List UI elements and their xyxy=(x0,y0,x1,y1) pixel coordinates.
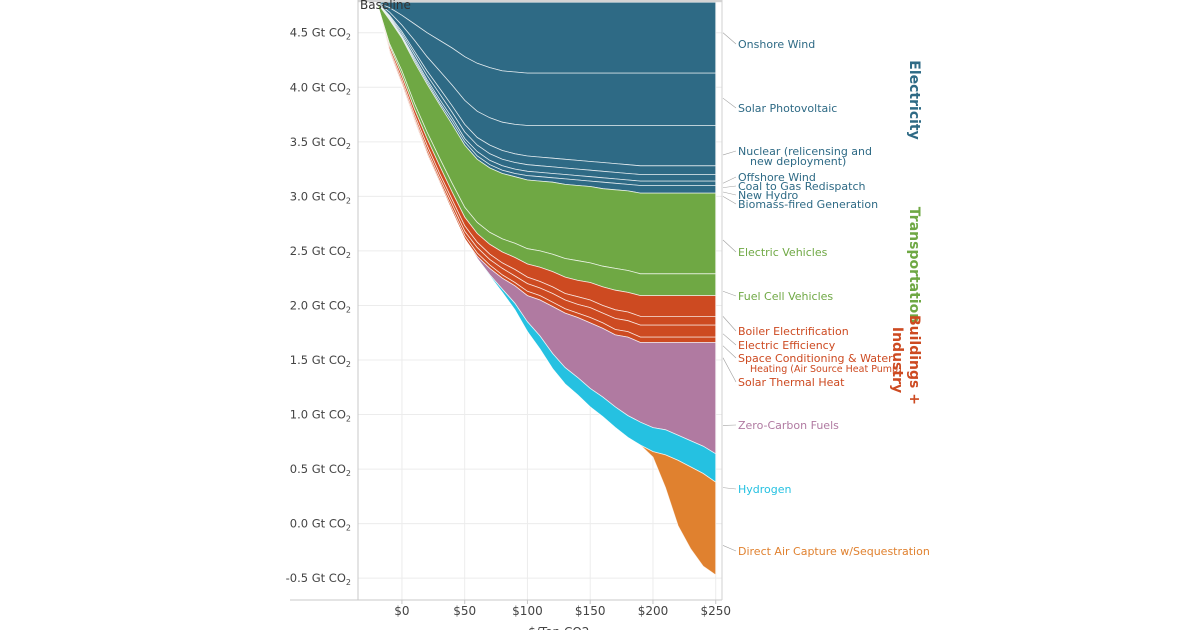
x-axis-title: $/Ton CO2 xyxy=(528,625,589,630)
series-label: Solar Photovoltaic xyxy=(738,102,837,115)
group-label: Industry xyxy=(889,327,905,393)
series-label: Nuclear (relicensing and xyxy=(738,145,872,158)
label-leader-line xyxy=(722,357,737,383)
label-leader-line xyxy=(722,239,737,253)
label-leader-line xyxy=(722,196,737,205)
series-label: Heating (Air Source Heat Pump) xyxy=(750,364,902,375)
y-tick-label: 3.0 Gt CO2 xyxy=(290,189,351,205)
series-label: Zero-Carbon Fuels xyxy=(738,419,839,432)
series-label: Boiler Electrification xyxy=(738,325,849,338)
y-tick-label: 2.5 Gt CO2 xyxy=(290,244,351,260)
group-label: Transportation xyxy=(906,207,922,323)
group-label: Buildings + xyxy=(906,315,922,405)
label-leader-line xyxy=(722,97,737,109)
y-tick-label: 1.0 Gt CO2 xyxy=(290,408,351,424)
label-leader-line xyxy=(722,191,737,196)
area-direct-air-capture-w-sequestration xyxy=(376,2,717,576)
y-tick-label: 4.5 Gt CO2 xyxy=(290,26,351,42)
label-leader-line xyxy=(722,333,737,346)
label-leader-line xyxy=(722,150,737,156)
series-label: Fuel Cell Vehicles xyxy=(738,290,833,303)
label-leader-line xyxy=(722,290,737,297)
label-leader-line xyxy=(722,316,737,332)
axes: 4.5 Gt CO2 4.0 Gt CO2 3.5 Gt CO2 3.0 Gt CO2… xyxy=(286,0,731,630)
group-label: Electricity xyxy=(906,60,922,139)
x-tick-label: $100 xyxy=(512,604,543,618)
series-label: Electric Efficiency xyxy=(738,339,836,352)
y-tick-label: 1.5 Gt CO2 xyxy=(290,353,351,369)
series-label: Onshore Wind xyxy=(738,38,815,51)
baseline-band-fill xyxy=(358,0,722,3)
y-tick-label: 2.0 Gt CO2 xyxy=(290,298,351,314)
series-label: Biomass-fired Generation xyxy=(738,198,878,211)
label-leader-line xyxy=(722,487,737,490)
y-tick-label: 4.0 Gt CO2 xyxy=(290,80,351,96)
series-label: Solar Thermal Heat xyxy=(738,376,845,389)
y-tick-label: -0.5 Gt CO2 xyxy=(286,571,351,587)
x-tick-label: $150 xyxy=(575,604,606,618)
baseline-band: Baseline xyxy=(358,0,722,12)
x-tick-label: $50 xyxy=(453,604,476,618)
x-tick-label: $200 xyxy=(638,604,669,618)
series-label: Offshore Wind xyxy=(738,171,816,184)
series-label: new deployment) xyxy=(750,155,846,168)
label-leader-line xyxy=(722,345,737,359)
y-tick-label: 0.0 Gt CO2 xyxy=(290,517,351,533)
series-label: Coal to Gas Redispatch xyxy=(738,180,866,193)
series-labels: Onshore Wind Solar Photovoltaic Nuclear (r… xyxy=(722,32,930,558)
label-leader-line xyxy=(722,545,737,552)
y-tick-label: 0.5 Gt CO2 xyxy=(290,462,351,478)
series-label: New Hydro xyxy=(738,189,799,202)
series-label: Electric Vehicles xyxy=(738,246,828,259)
series-label: Direct Air Capture w/Sequestration xyxy=(738,545,930,558)
label-leader-line xyxy=(722,32,737,45)
series-label: Hydrogen xyxy=(738,483,792,496)
label-leader-line xyxy=(722,176,737,184)
baseline-label: Baseline xyxy=(360,0,411,12)
label-leader-line xyxy=(722,185,737,188)
area-layer xyxy=(376,1,717,576)
x-tick-label: $0 xyxy=(394,604,409,618)
series-label: Space Conditioning & Water xyxy=(738,352,893,365)
x-tick-label: $250 xyxy=(700,604,731,618)
y-tick-label: 3.5 Gt CO2 xyxy=(290,135,351,151)
